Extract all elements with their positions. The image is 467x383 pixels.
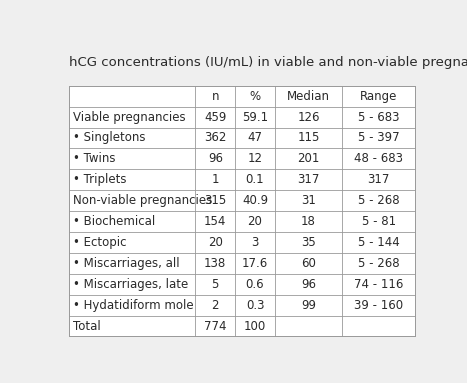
Text: 201: 201 bbox=[297, 152, 320, 165]
Text: Viable pregnancies: Viable pregnancies bbox=[73, 111, 185, 124]
Text: 1: 1 bbox=[212, 173, 219, 186]
Text: • Miscarriages, all: • Miscarriages, all bbox=[73, 257, 179, 270]
Text: 47: 47 bbox=[248, 131, 262, 144]
Text: 74 - 116: 74 - 116 bbox=[354, 278, 403, 291]
Text: 5: 5 bbox=[212, 278, 219, 291]
Text: 60: 60 bbox=[301, 257, 316, 270]
Text: 31: 31 bbox=[301, 194, 316, 207]
Text: 0.1: 0.1 bbox=[246, 173, 264, 186]
Text: 362: 362 bbox=[204, 131, 226, 144]
Text: 0.6: 0.6 bbox=[246, 278, 264, 291]
Text: • Singletons: • Singletons bbox=[73, 131, 145, 144]
Text: • Triplets: • Triplets bbox=[73, 173, 127, 186]
Text: 12: 12 bbox=[248, 152, 262, 165]
Text: 2: 2 bbox=[212, 299, 219, 312]
Text: 96: 96 bbox=[301, 278, 316, 291]
Text: hCG concentrations (IU/mL) in viable and non-viable pregnancies: hCG concentrations (IU/mL) in viable and… bbox=[69, 56, 467, 69]
Text: 774: 774 bbox=[204, 319, 226, 332]
Text: 5 - 81: 5 - 81 bbox=[361, 215, 396, 228]
Text: 99: 99 bbox=[301, 299, 316, 312]
Text: 18: 18 bbox=[301, 215, 316, 228]
Text: 96: 96 bbox=[208, 152, 223, 165]
Text: Median: Median bbox=[287, 90, 330, 103]
Text: 17.6: 17.6 bbox=[242, 257, 268, 270]
Text: 5 - 268: 5 - 268 bbox=[358, 257, 399, 270]
Text: n: n bbox=[212, 90, 219, 103]
Text: Non-viable pregnancies: Non-viable pregnancies bbox=[73, 194, 212, 207]
Text: 20: 20 bbox=[208, 236, 223, 249]
Text: • Hydatidiform mole: • Hydatidiform mole bbox=[73, 299, 193, 312]
Text: • Ectopic: • Ectopic bbox=[73, 236, 127, 249]
Text: 5 - 683: 5 - 683 bbox=[358, 111, 399, 124]
Text: 154: 154 bbox=[204, 215, 226, 228]
Text: 459: 459 bbox=[204, 111, 226, 124]
Text: 100: 100 bbox=[244, 319, 266, 332]
Text: 317: 317 bbox=[297, 173, 320, 186]
Text: 5 - 397: 5 - 397 bbox=[358, 131, 399, 144]
Text: %: % bbox=[249, 90, 261, 103]
Text: 315: 315 bbox=[204, 194, 226, 207]
Text: 0.3: 0.3 bbox=[246, 299, 264, 312]
Text: • Biochemical: • Biochemical bbox=[73, 215, 155, 228]
Text: 39 - 160: 39 - 160 bbox=[354, 299, 403, 312]
Text: 3: 3 bbox=[251, 236, 259, 249]
Text: 35: 35 bbox=[301, 236, 316, 249]
Text: 138: 138 bbox=[204, 257, 226, 270]
Text: 126: 126 bbox=[297, 111, 320, 124]
Text: • Miscarriages, late: • Miscarriages, late bbox=[73, 278, 188, 291]
Text: Total: Total bbox=[73, 319, 100, 332]
Text: 40.9: 40.9 bbox=[242, 194, 268, 207]
Text: 20: 20 bbox=[248, 215, 262, 228]
Text: Range: Range bbox=[360, 90, 397, 103]
Text: • Twins: • Twins bbox=[73, 152, 115, 165]
Text: 115: 115 bbox=[297, 131, 320, 144]
Text: 48 - 683: 48 - 683 bbox=[354, 152, 403, 165]
Text: 5 - 268: 5 - 268 bbox=[358, 194, 399, 207]
Text: 5 - 144: 5 - 144 bbox=[358, 236, 399, 249]
Text: 59.1: 59.1 bbox=[242, 111, 268, 124]
Text: 317: 317 bbox=[368, 173, 390, 186]
Bar bbox=[69, 86, 415, 336]
